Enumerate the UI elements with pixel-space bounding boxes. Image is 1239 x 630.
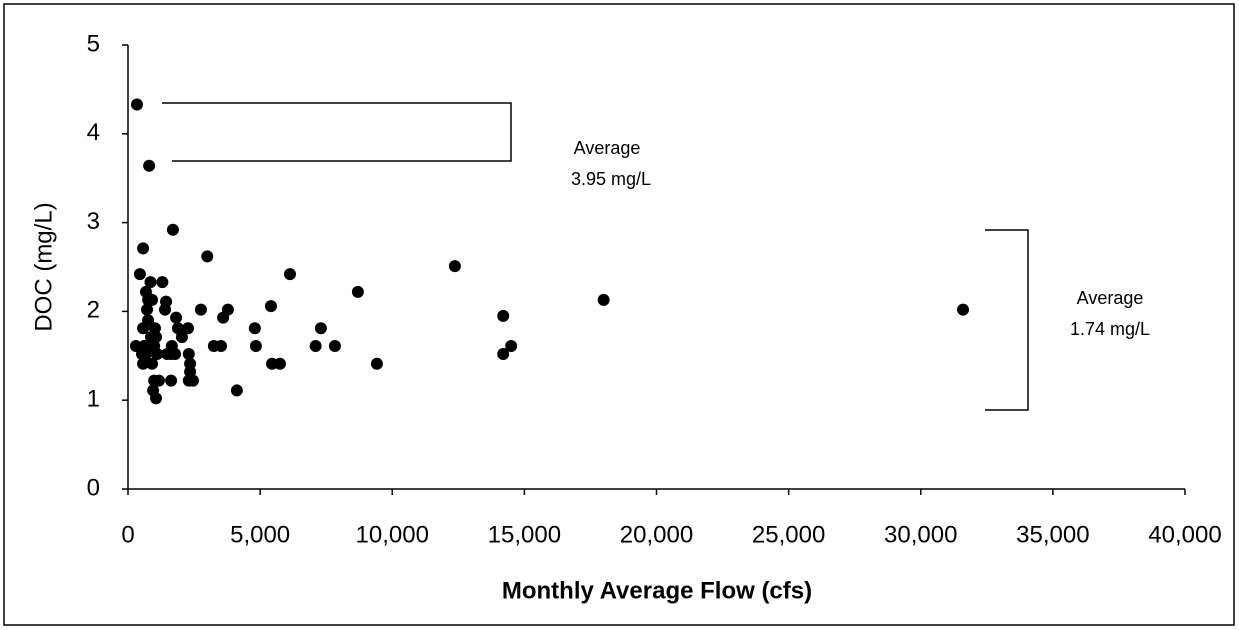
x-tick-label: 10,000 <box>356 521 429 548</box>
point <box>129 340 142 353</box>
point <box>215 340 228 353</box>
point <box>160 348 173 361</box>
x-tick-label: 20,000 <box>620 521 693 548</box>
x-axis-title: Monthly Average Flow (cfs) <box>502 577 812 604</box>
point <box>170 311 183 324</box>
point <box>148 374 161 387</box>
point <box>957 303 970 316</box>
point <box>137 357 150 370</box>
point <box>144 331 157 344</box>
point <box>141 303 154 316</box>
chart-border <box>3 3 1235 626</box>
y-axis-title: DOC (mg/L) <box>30 202 57 331</box>
annotation: Average <box>1077 288 1144 308</box>
point <box>194 303 207 316</box>
x-tick-label: 40,000 <box>1148 521 1221 548</box>
point <box>130 98 143 111</box>
bracket <box>985 229 1029 411</box>
point <box>151 348 164 361</box>
y-tick-label: 2 <box>87 297 100 324</box>
point <box>146 357 159 370</box>
annotation: 3.95 mg/L <box>571 169 651 189</box>
point <box>283 268 296 281</box>
point <box>328 340 341 353</box>
annotation: 1.74 mg/L <box>1070 319 1150 339</box>
y-tick-label: 1 <box>87 386 100 413</box>
point <box>137 242 150 255</box>
point <box>182 374 195 387</box>
point <box>171 322 184 335</box>
x-tick-label: 5,000 <box>230 521 290 548</box>
point <box>158 303 171 316</box>
point <box>497 348 510 361</box>
point <box>201 250 214 263</box>
point <box>230 384 243 397</box>
bracket <box>162 102 512 162</box>
y-tick-label: 0 <box>87 474 100 501</box>
point <box>181 322 194 335</box>
point <box>505 340 518 353</box>
x-tick-label: 25,000 <box>752 521 825 548</box>
point <box>249 340 262 353</box>
y-tick-label: 3 <box>87 208 100 235</box>
point <box>448 260 461 273</box>
point <box>165 374 178 387</box>
point <box>370 357 383 370</box>
x-tick-label: 30,000 <box>884 521 957 548</box>
point <box>166 223 179 236</box>
point <box>143 159 156 172</box>
y-tick-label: 5 <box>87 30 100 57</box>
x-tick-label: 35,000 <box>1016 521 1089 548</box>
point <box>217 311 230 324</box>
point <box>182 348 195 361</box>
point <box>248 322 261 335</box>
x-tick-label: 15,000 <box>488 521 561 548</box>
point <box>144 276 157 289</box>
point <box>264 300 277 313</box>
point <box>273 357 286 370</box>
point <box>133 268 146 281</box>
point <box>309 340 322 353</box>
point <box>597 293 610 306</box>
point <box>156 276 169 289</box>
point <box>351 285 364 298</box>
point <box>497 309 510 322</box>
point <box>142 314 155 327</box>
annotation: Average <box>574 138 641 158</box>
x-tick-label: 0 <box>121 521 134 548</box>
point <box>314 322 327 335</box>
point <box>150 392 163 405</box>
point <box>139 285 152 298</box>
y-tick-label: 4 <box>87 119 100 146</box>
point <box>139 348 152 361</box>
